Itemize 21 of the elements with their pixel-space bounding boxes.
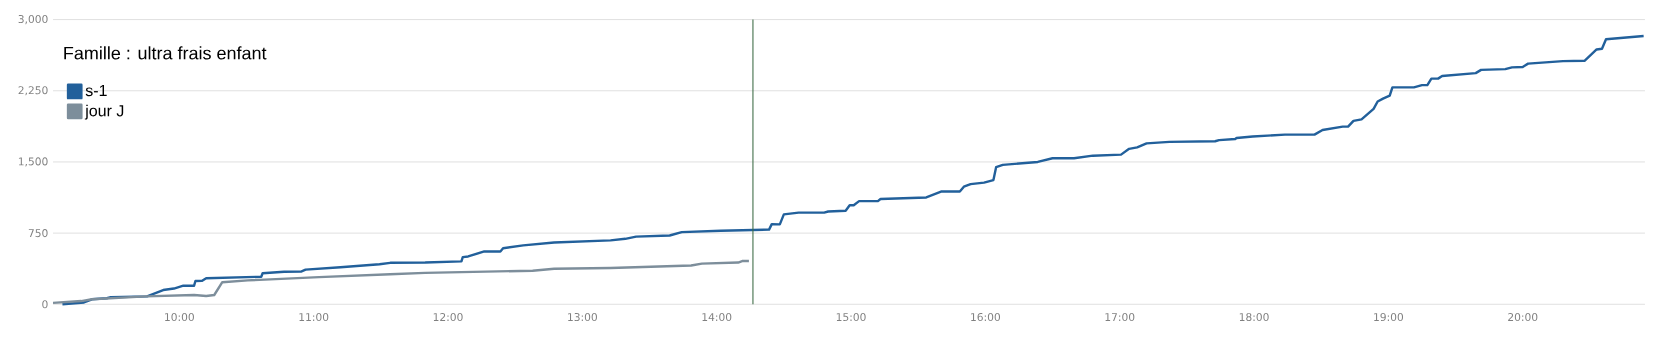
y-tick-label: 750 [28, 229, 48, 238]
x-tick-label: 14:00 [702, 312, 732, 322]
y-tick-label: 1,500 [18, 157, 48, 167]
text: Famille : ultra frais enfant [64, 46, 267, 60]
x-tick-label: 15:00 [836, 312, 866, 322]
legend-label: s-1 [85, 84, 107, 97]
legend-label: jour J [84, 104, 124, 120]
x-tick-label: 19:00 [1374, 312, 1404, 322]
line-series [61, 34, 1645, 306]
x-tick-label: 10:00 [165, 312, 194, 322]
x-tick-label: 12:00 [433, 312, 463, 322]
x-tick-label: 13:00 [568, 312, 597, 322]
y-tick-label: 3,000 [18, 15, 48, 25]
line-series [51, 259, 751, 305]
x-tick-label: 18:00 [1239, 312, 1269, 322]
x-tick-label: 20:00 [1508, 312, 1538, 322]
y-tick-label: 0 [42, 300, 48, 309]
x-tick-label: 17:00 [1105, 312, 1135, 322]
y-tick-label: 2,250 [18, 86, 48, 96]
x-tick-label: 11:00 [299, 312, 329, 322]
x-tick-label: 16:00 [971, 312, 1001, 322]
